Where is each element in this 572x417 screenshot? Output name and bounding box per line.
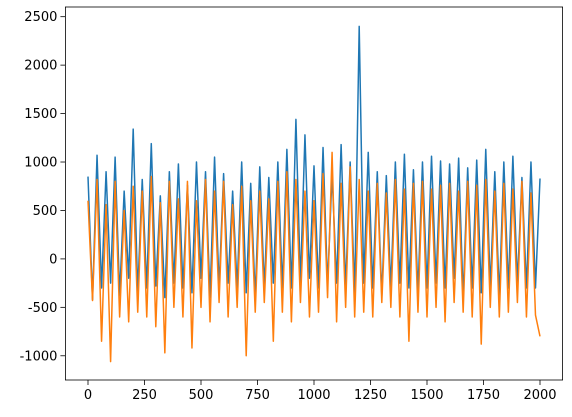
y-tick-label: 2000	[24, 59, 57, 74]
x-tick-label: 250	[132, 388, 157, 403]
y-tick-label: -500	[28, 301, 58, 316]
x-tick-label: 2000	[523, 388, 556, 403]
x-tick-label: 500	[189, 388, 214, 403]
series-line	[87, 25, 541, 301]
y-tick-label: 1000	[24, 156, 57, 171]
x-tick-label: 1000	[297, 388, 330, 403]
plot-frame	[65, 6, 564, 381]
y-tick-label: 0	[49, 252, 57, 267]
x-tick-label: 1250	[354, 388, 387, 403]
y-tick-label: 1500	[24, 107, 57, 122]
x-tick-label: 0	[84, 388, 92, 403]
x-tick-label: 1500	[410, 388, 443, 403]
y-tick-label: 500	[33, 204, 58, 219]
x-tick-label: 750	[245, 388, 270, 403]
y-tick-label: -1000	[20, 349, 58, 364]
series-line	[87, 151, 541, 363]
x-tick-label: 1750	[467, 388, 500, 403]
y-tick-label: 2500	[24, 10, 57, 25]
